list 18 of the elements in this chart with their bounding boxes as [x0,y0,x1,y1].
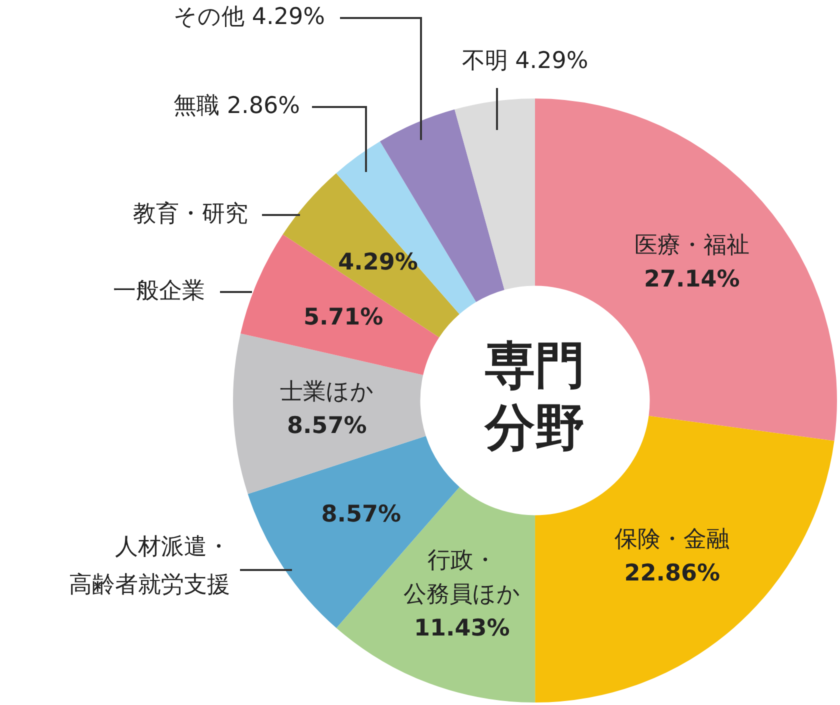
data-label: 8.57% [321,501,402,528]
slice-label: 教育・研究 [133,200,248,227]
slice-label: 不明 4.29% [462,48,588,74]
data-label: 27.14% [644,266,740,292]
slice-label: 士業ほか [280,378,374,405]
slice-label: 医療・福祉 [634,232,750,258]
data-label: 11.43% [414,616,510,642]
data-label: 5.71% [303,304,384,331]
data-label: 8.57% [286,412,367,439]
text: 専門分野 [484,336,585,456]
slice-label: 無職 2.86% [174,92,300,119]
slice-label: その他 4.29% [174,4,325,30]
data-label: 4.29% [338,249,418,276]
slice-label: 一般企業 [113,278,205,304]
data-label: 22.86% [624,560,720,586]
slice-label: 行政・公務員ほか [403,548,520,608]
slice-label: 保険・金融 [614,526,730,552]
slice-label: 人材派遣・高齢者就労支援 [69,534,230,598]
